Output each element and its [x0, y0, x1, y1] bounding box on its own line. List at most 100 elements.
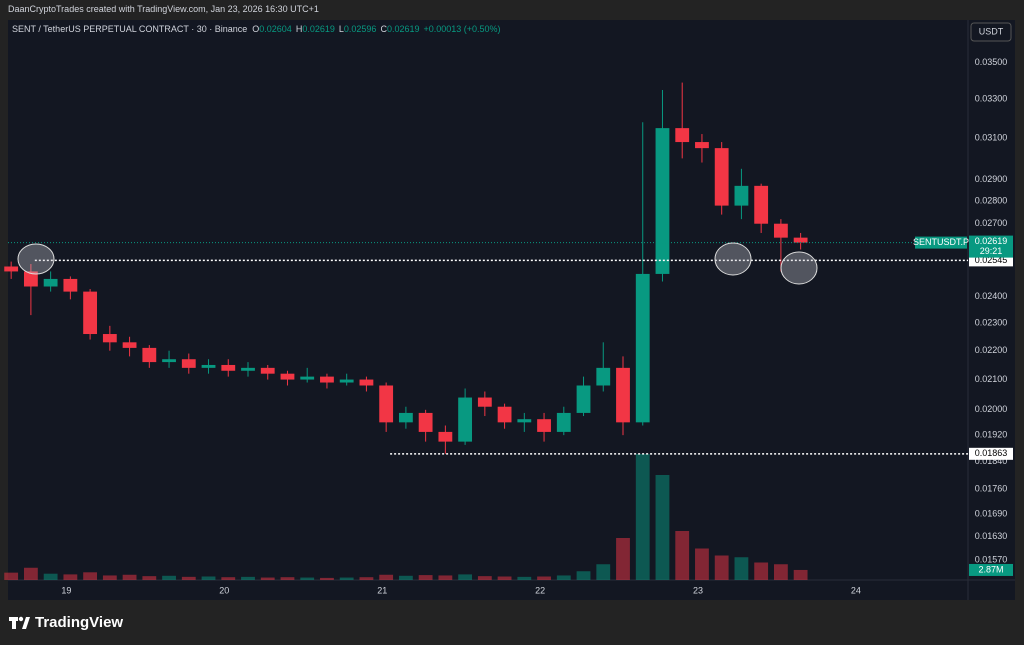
y-tick-label: 0.03300 — [975, 94, 1008, 104]
volume-bar — [43, 573, 58, 580]
candle-body — [201, 364, 216, 368]
volume-bar — [418, 575, 433, 580]
volume-bar — [379, 574, 394, 580]
currency-label[interactable]: USDT — [979, 26, 1004, 36]
candle-body — [63, 278, 78, 292]
volume-bar — [339, 577, 354, 580]
candle-body — [655, 128, 670, 274]
y-tick-label: 0.01760 — [975, 483, 1008, 493]
symbol-label: SENTUSDT.P — [913, 237, 969, 247]
volume-label: 2.87M — [978, 564, 1003, 574]
legend-value: 0.02619 — [386, 24, 420, 34]
x-tick-label: 22 — [535, 585, 545, 595]
volume-bar — [734, 557, 749, 580]
level-label-box — [969, 447, 1013, 460]
volume-bar — [458, 574, 473, 580]
y-tick-label: 0.02800 — [975, 196, 1008, 206]
legend-key: C — [380, 24, 387, 34]
volume-bar — [537, 576, 551, 580]
volume-bar — [793, 569, 808, 580]
y-tick-label: 0.03100 — [975, 132, 1008, 142]
candle-body — [300, 376, 315, 380]
candle-body — [122, 342, 137, 348]
volume-bar — [162, 575, 176, 580]
highlight-circle — [17, 243, 55, 275]
highlight-circle — [780, 251, 818, 285]
legend-value: 0.02596 — [343, 24, 377, 34]
volume-bar — [4, 572, 19, 580]
y-tick-label: 0.01570 — [975, 554, 1008, 564]
candle-body — [83, 291, 98, 335]
volume-bar — [635, 454, 650, 580]
y-tick-label: 0.01840 — [975, 456, 1008, 466]
candle-body — [438, 431, 453, 442]
volume-bar — [754, 562, 769, 580]
volume-bar — [102, 575, 117, 580]
chart-background — [8, 20, 1015, 600]
volume-label-box — [969, 563, 1013, 576]
candle-body — [280, 373, 295, 380]
y-tick-label: 0.01630 — [975, 531, 1008, 541]
level-label: 0.02545 — [975, 255, 1008, 265]
volume-bar — [320, 577, 334, 580]
legend: SENT / TetherUS PERPETUAL CONTRACT · 30 … — [12, 24, 505, 34]
volume-bar — [201, 576, 216, 580]
price-box — [969, 235, 1013, 258]
candle-body — [754, 185, 769, 224]
volume-bar — [438, 575, 453, 580]
candle-body — [241, 367, 255, 371]
y-tick-label: 0.02900 — [975, 174, 1008, 184]
y-tick-label: 0.01690 — [975, 509, 1008, 519]
x-tick-label: 24 — [851, 585, 861, 595]
header: DaanCryptoTrades created with TradingVie… — [8, 4, 319, 14]
candle-body — [734, 185, 749, 206]
currency-button[interactable] — [970, 22, 1012, 42]
volume-bar — [142, 576, 157, 580]
candle-body — [398, 412, 413, 423]
candle-body — [497, 406, 512, 423]
volume-bar — [556, 575, 571, 580]
x-tick-label: 21 — [377, 585, 387, 595]
y-tick-label: 0.03500 — [975, 57, 1008, 67]
volume-bar — [695, 548, 709, 580]
countdown: 29:21 — [980, 246, 1003, 256]
level-label: 0.01863 — [975, 448, 1008, 458]
volume-bar — [122, 574, 137, 580]
y-tick-label: 0.02200 — [975, 345, 1008, 355]
last-price-label: 0.02619 — [975, 236, 1008, 246]
volume-bar — [83, 572, 98, 580]
legend-change: +0.00013 (+0.50%) — [423, 24, 501, 34]
candle-body — [102, 334, 117, 343]
candle-body — [576, 385, 591, 413]
candle-body — [320, 376, 334, 383]
volume-bar — [576, 571, 591, 580]
volume-bar — [300, 577, 315, 580]
candle-body — [556, 412, 571, 432]
brand: TradingView — [35, 614, 123, 631]
x-tick-label: 20 — [219, 585, 229, 595]
candle-body — [142, 347, 157, 363]
candle-body — [418, 412, 433, 432]
candle-body — [793, 237, 808, 243]
y-tick-label: 0.02100 — [975, 374, 1008, 384]
volume-bar — [23, 567, 38, 580]
candle-body — [616, 367, 630, 423]
y-tick-label: 0.02300 — [975, 318, 1008, 328]
candle-body — [4, 266, 19, 272]
y-tick-label: 0.02400 — [975, 291, 1008, 301]
x-tick-label: 23 — [693, 585, 703, 595]
y-tick-label: 0.02700 — [975, 218, 1008, 228]
volume-bar — [359, 577, 374, 580]
legend-value: 0.02604 — [259, 24, 292, 34]
y-tick-label: 0.02000 — [975, 404, 1008, 414]
volume-bar — [241, 576, 255, 580]
x-tick-label: 19 — [61, 585, 71, 595]
volume-bar — [517, 576, 532, 580]
volume-bar — [714, 555, 729, 580]
candle-body — [517, 419, 532, 423]
volume-bar — [280, 577, 295, 580]
candle-body — [162, 359, 176, 363]
volume-bar — [773, 564, 788, 580]
